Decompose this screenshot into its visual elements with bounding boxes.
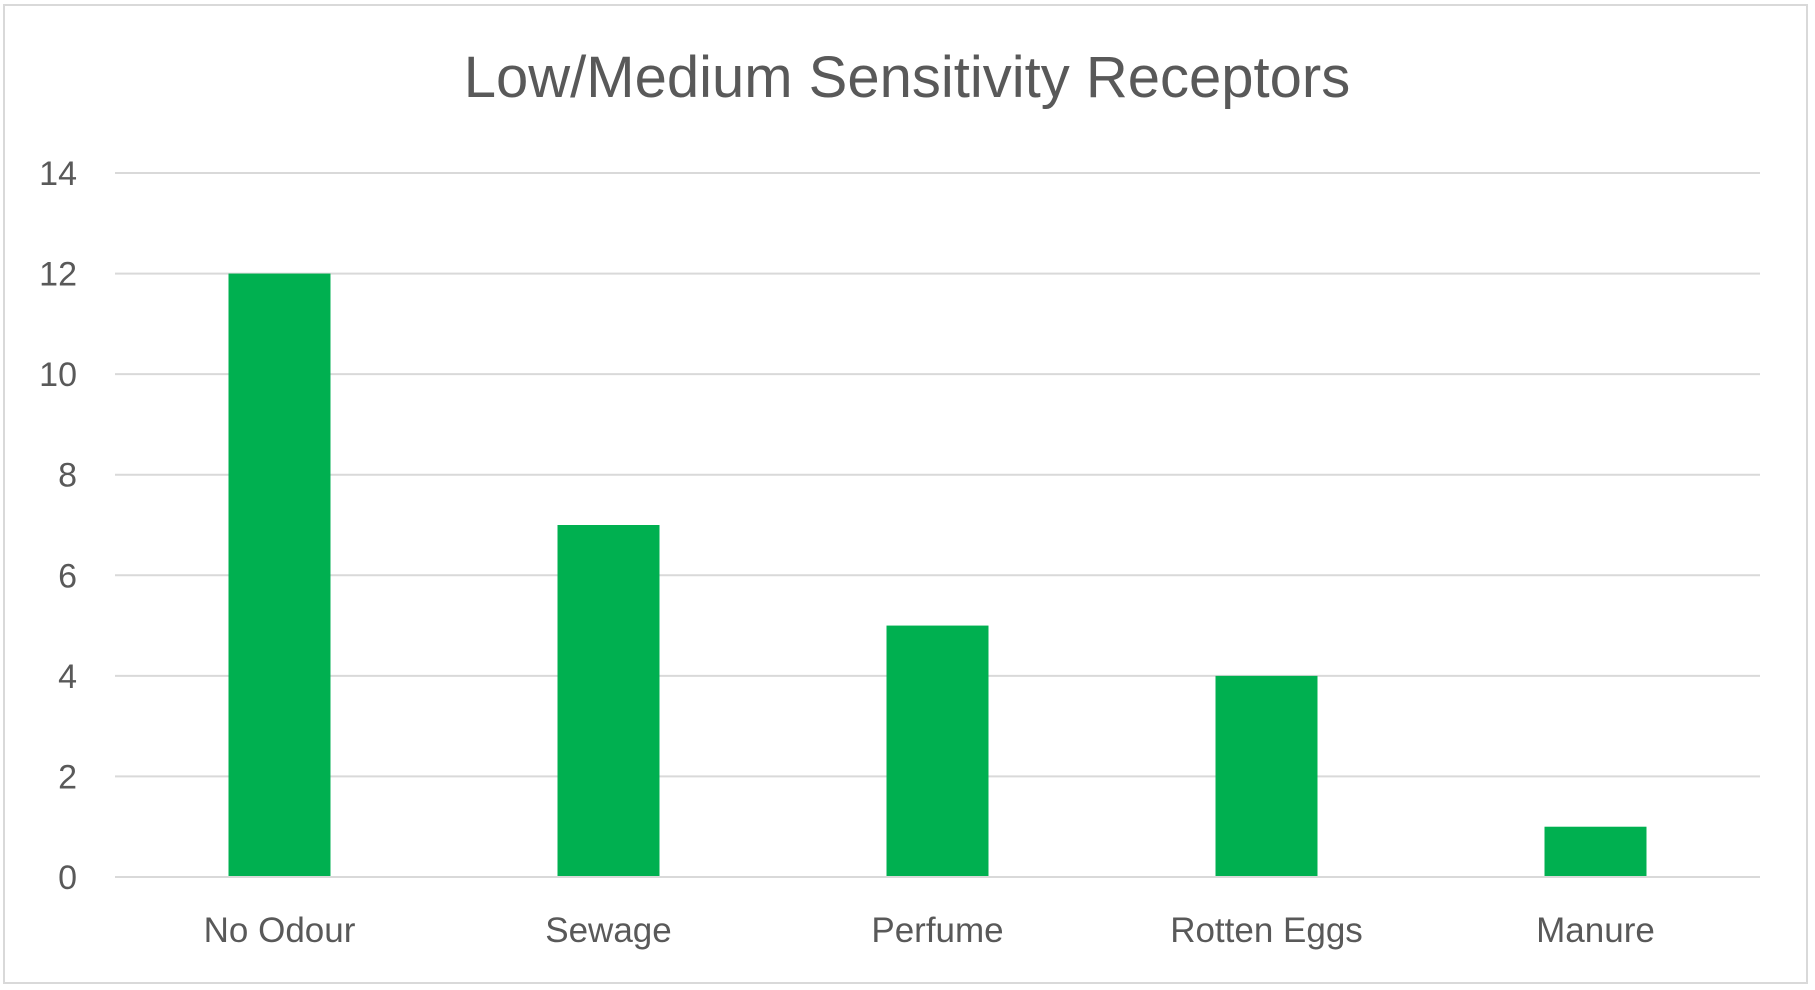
bar-rotten-eggs — [1215, 675, 1318, 877]
x-category-label: Sewage — [545, 911, 671, 950]
y-tick-label: 12 — [39, 256, 77, 294]
y-tick-label: 10 — [39, 356, 77, 394]
bar-sewage — [557, 525, 660, 877]
bar-perfume — [886, 625, 989, 877]
x-category-label: No Odour — [204, 911, 356, 950]
bar-manure — [1544, 826, 1647, 877]
y-axis-tick-labels: 0 2 4 6 8 10 12 14 — [39, 155, 77, 897]
y-tick-label: 8 — [58, 457, 77, 495]
x-category-label: Rotten Eggs — [1170, 911, 1363, 950]
bars — [228, 273, 1647, 878]
x-axis-category-labels: No Odour Sewage Perfume Rotten Eggs Manure — [204, 911, 1655, 950]
y-tick-label: 2 — [58, 758, 77, 796]
y-tick-label: 4 — [58, 658, 77, 696]
y-tick-label: 6 — [58, 557, 77, 595]
gridlines — [115, 172, 1760, 778]
bar-no-odour — [228, 273, 331, 878]
x-category-label: Perfume — [871, 911, 1003, 950]
chart-title: Low/Medium Sensitivity Receptors — [464, 45, 1350, 110]
y-tick-label: 0 — [58, 859, 77, 897]
x-category-label: Manure — [1536, 911, 1655, 950]
y-tick-label: 14 — [39, 155, 77, 193]
